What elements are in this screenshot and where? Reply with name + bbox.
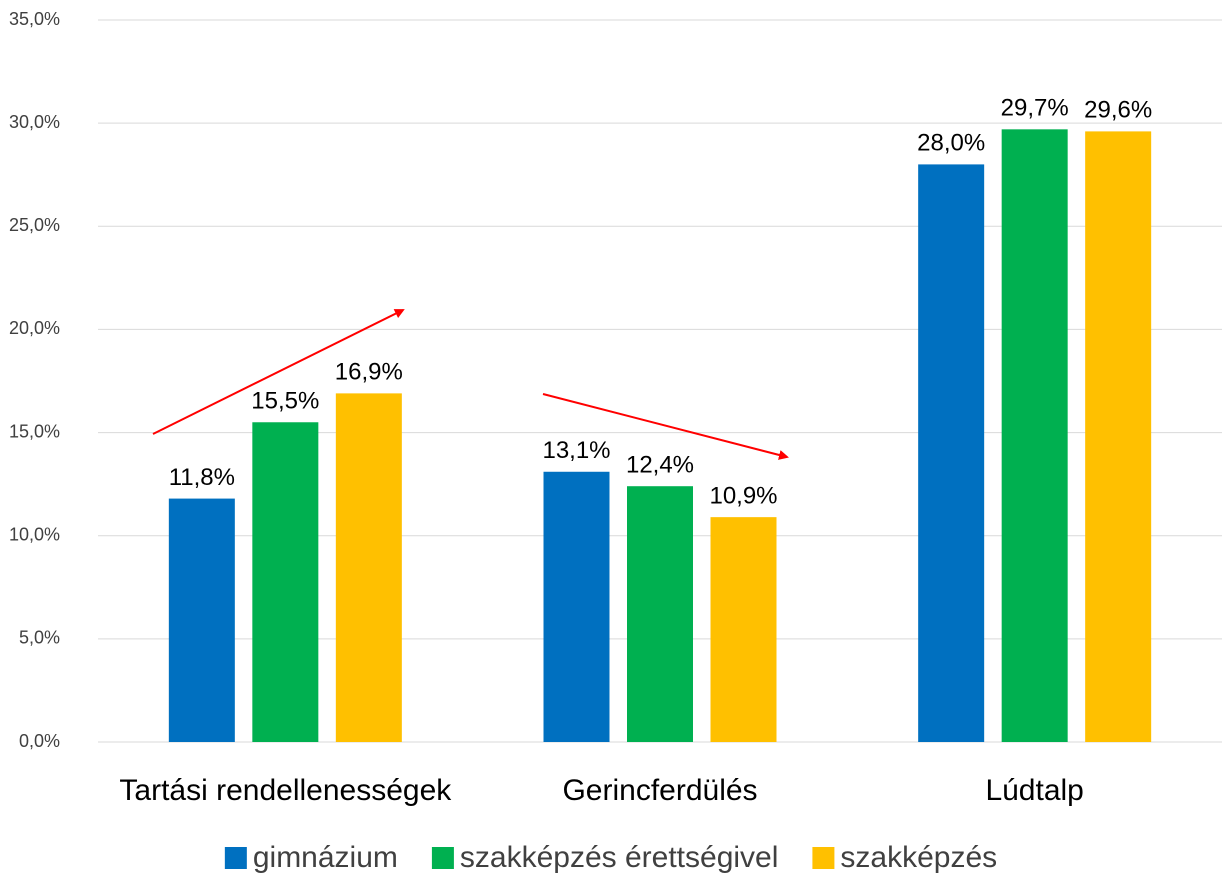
legend: gimnázium szakképzés érettségivel szakképz… — [224, 841, 997, 874]
value-label: 10,9% — [709, 482, 777, 509]
bar — [252, 422, 319, 742]
legend-label: szakképzés érettségivel — [460, 841, 779, 874]
value-label: 28,0% — [917, 130, 985, 157]
y-tick-label: 0,0% — [19, 731, 60, 751]
x-tick-label: Gerincferdülés — [562, 774, 757, 807]
legend-swatch — [224, 847, 247, 869]
legend-label: szakképzés — [840, 841, 997, 874]
y-tick-label: 30,0% — [9, 112, 60, 132]
y-tick-label: 20,0% — [9, 318, 60, 338]
y-tick-label: 25,0% — [9, 215, 60, 235]
value-label: 29,7% — [1001, 95, 1069, 122]
y-tick-label: 15,0% — [9, 421, 60, 441]
value-label: 15,5% — [251, 388, 319, 415]
value-label: 11,8% — [169, 464, 235, 491]
y-tick-label: 10,0% — [9, 524, 60, 544]
legend-swatch — [812, 847, 835, 869]
trend-arrow — [152, 309, 405, 435]
trend-arrow — [542, 393, 789, 460]
bar — [168, 498, 235, 742]
x-tick-label: Lúdtalp — [985, 774, 1083, 807]
bar — [335, 393, 402, 742]
y-tick-label: 5,0% — [19, 628, 60, 648]
value-label: 13,1% — [542, 437, 610, 464]
bar — [627, 486, 693, 742]
value-label: 12,4% — [626, 452, 694, 479]
bar — [1001, 129, 1068, 742]
bars — [168, 129, 1152, 742]
legend-label: gimnázium — [253, 841, 398, 874]
bar — [1085, 131, 1152, 742]
bar — [543, 471, 610, 742]
x-tick-label: Tartási rendellenességek — [119, 774, 452, 807]
bar — [918, 164, 985, 742]
legend-swatch — [431, 847, 454, 869]
y-tick-label: 35,0% — [9, 9, 60, 29]
value-label: 16,9% — [335, 359, 403, 386]
value-label: 29,6% — [1084, 97, 1152, 124]
bar — [710, 517, 777, 742]
